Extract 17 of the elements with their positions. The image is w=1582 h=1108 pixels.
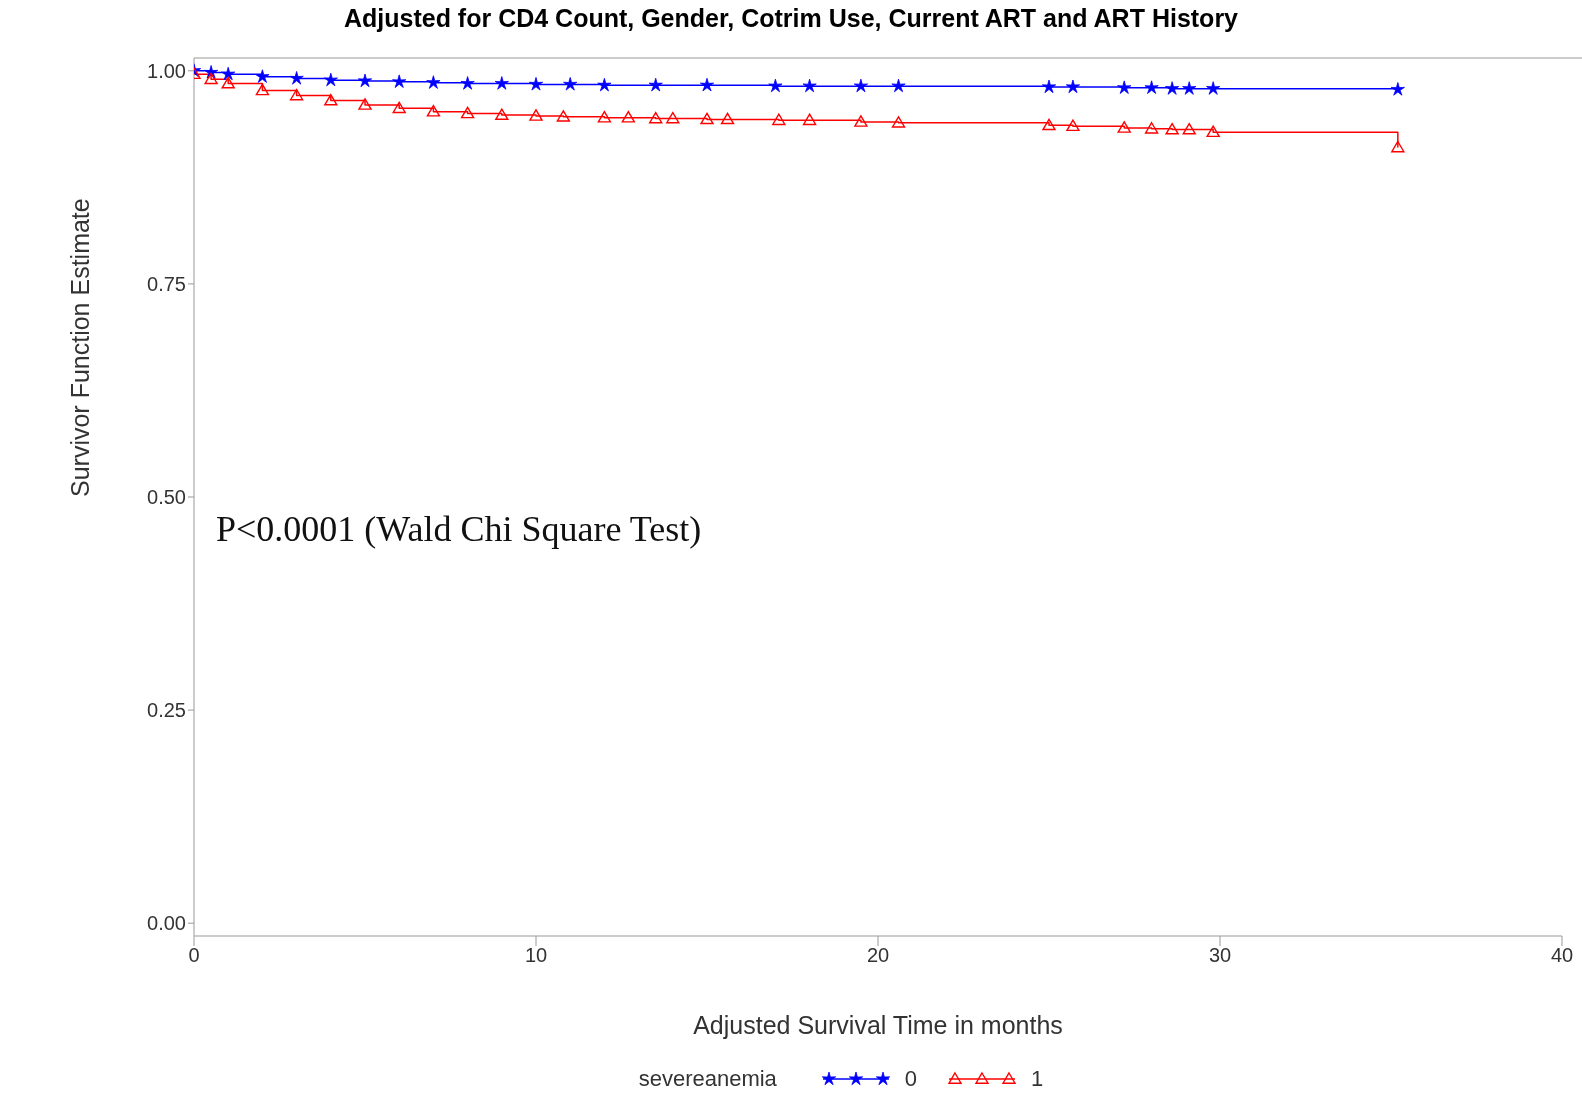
y-tick-label: 0.50: [147, 486, 186, 509]
chart-title: Adjusted for CD4 Count, Gender, Cotrim Use, Current ART and ART History: [342, 4, 1239, 33]
legend-label: 1: [1031, 1066, 1044, 1092]
y-axis-title: Survivor Function Estimate: [65, 198, 94, 497]
x-axis-title: Adjusted Survival Time in months: [693, 1010, 1063, 1039]
y-tick-label: 0.25: [147, 699, 186, 722]
legend-label: 0: [904, 1066, 918, 1092]
x-tick-label: 10: [524, 944, 548, 967]
y-tick-label: 1.00: [147, 59, 186, 82]
x-tick-label: 0: [188, 944, 200, 967]
legend-title: severeanemia: [638, 1066, 777, 1092]
x-tick-label: 30: [1208, 944, 1232, 967]
y-tick-label: 0.75: [147, 272, 186, 295]
x-tick-label: 20: [866, 944, 890, 967]
y-tick-label: 0.00: [147, 912, 186, 935]
x-tick-label: 40: [1550, 944, 1574, 967]
annotation: P<0.0001 (Wald Chi Square Test): [216, 508, 702, 549]
